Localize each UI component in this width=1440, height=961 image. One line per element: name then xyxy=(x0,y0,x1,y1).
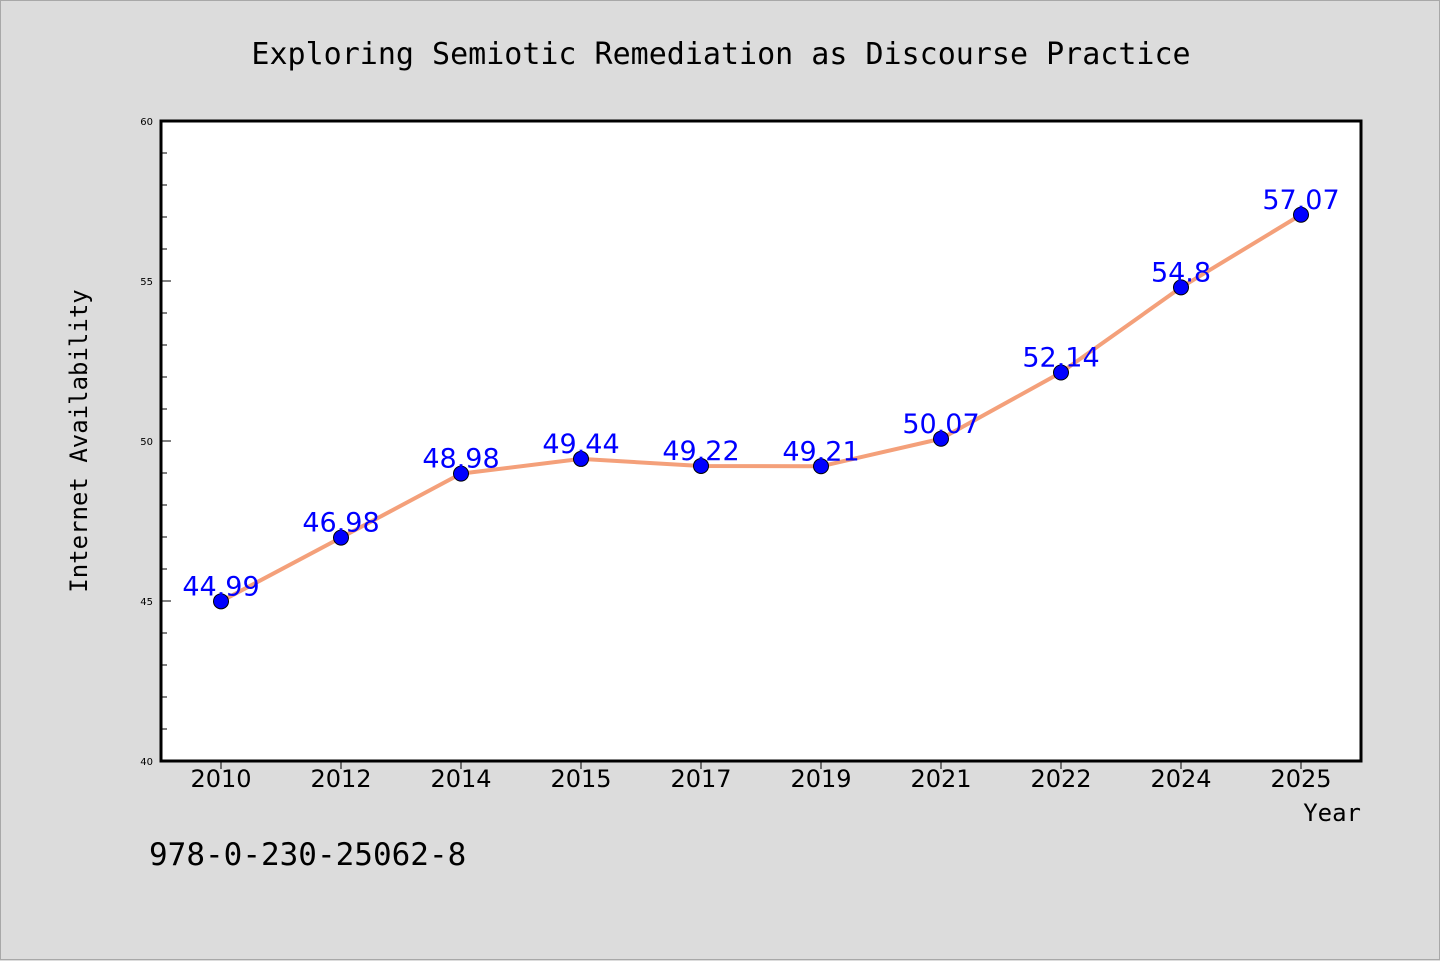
data-label: 52.14 xyxy=(1022,343,1099,374)
y-tick-label: 45 xyxy=(140,597,153,608)
data-point xyxy=(1053,364,1069,381)
x-tick-label: 2014 xyxy=(430,765,491,793)
x-tick-label: 2022 xyxy=(1030,765,1091,793)
x-tick-label: 2015 xyxy=(550,765,611,793)
x-axis-label: Year xyxy=(1303,799,1361,827)
x-tick-label: 2021 xyxy=(910,765,971,793)
x-tick-label: 2024 xyxy=(1150,765,1211,793)
chart-title: Exploring Semiotic Remediation as Discou… xyxy=(251,37,1190,72)
y-tick-label: 55 xyxy=(140,277,153,288)
data-point xyxy=(573,450,589,467)
data-point xyxy=(813,458,829,475)
data-point xyxy=(693,457,709,474)
data-point xyxy=(213,593,229,610)
data-label: 50.07 xyxy=(902,409,979,440)
y-tick-label: 60 xyxy=(140,117,153,128)
data-label: 44.99 xyxy=(182,571,259,602)
series-layer: 44.99 46.98 48.98 49.44 49.22 49.21 50.07 52.14… xyxy=(182,185,1340,610)
y-tick-label: 40 xyxy=(140,757,153,768)
data-label: 46.98 xyxy=(302,508,379,539)
y-axis-label: Internet Availability xyxy=(65,289,93,592)
x-tick-label: 2017 xyxy=(670,765,731,793)
data-label: 54.8 xyxy=(1151,257,1211,288)
y-tick-label: 50 xyxy=(140,437,153,448)
x-tick-label: 2010 xyxy=(190,765,251,793)
data-label: 57.07 xyxy=(1262,185,1339,216)
plot-area xyxy=(159,119,1363,763)
y-axis: 40 45 50 55 60 xyxy=(140,117,171,768)
data-point xyxy=(333,529,349,546)
series-line xyxy=(219,212,1303,604)
data-label: 48.98 xyxy=(422,444,499,475)
x-tick-label: 2019 xyxy=(790,765,851,793)
data-label: 49.21 xyxy=(782,436,859,467)
isbn-annotation: 978-0-230-25062-8 xyxy=(149,837,466,873)
x-tick-label: 2025 xyxy=(1270,765,1331,793)
data-label: 49.44 xyxy=(542,429,619,460)
x-axis: 2010 2012 2014 2015 2017 2019 2021 2022 2024 2025 xyxy=(190,761,1332,793)
data-point xyxy=(1173,279,1189,296)
x-tick-label: 2012 xyxy=(310,765,371,793)
data-point xyxy=(1293,206,1309,223)
data-point xyxy=(453,465,469,482)
data-label: 49.22 xyxy=(662,436,739,467)
data-point xyxy=(933,430,949,447)
